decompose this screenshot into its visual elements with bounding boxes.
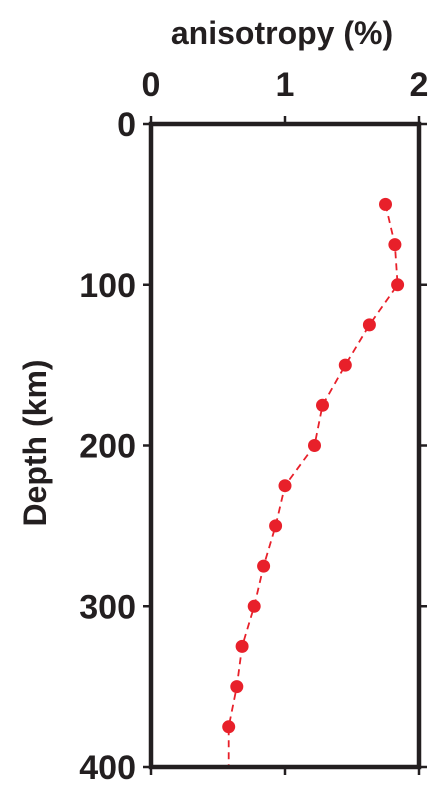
y-tick-label: 0 (117, 106, 136, 144)
y-tick-label: 300 (79, 588, 136, 626)
plot-area (222, 197, 405, 767)
x-tick-labels: 0 1 2 (142, 66, 429, 104)
data-markers (222, 197, 405, 734)
y-tick-labels: 0 100 200 300 400 (79, 106, 136, 787)
data-point (391, 278, 405, 292)
data-point (379, 197, 392, 211)
y-tick-label: 200 (79, 428, 136, 466)
data-point (235, 639, 249, 653)
data-point (269, 519, 283, 533)
data-point (316, 398, 329, 412)
data-point (247, 599, 261, 613)
data-point (257, 559, 271, 573)
axis-ticks (143, 116, 427, 775)
chart-title: anisotropy (%) (171, 15, 393, 51)
data-point (230, 680, 244, 694)
data-point (362, 318, 376, 332)
data-point (222, 720, 236, 734)
y-tick-label: 400 (79, 749, 136, 787)
anisotropy-profile-line (227, 204, 399, 767)
data-point (278, 479, 292, 493)
x-tick-label: 1 (276, 66, 295, 104)
plot-frame (148, 121, 422, 770)
data-point (308, 439, 321, 452)
y-axis-label: Depth (km) (17, 359, 53, 526)
y-tick-label: 100 (79, 267, 136, 305)
x-tick-label: 2 (410, 66, 429, 104)
data-point (388, 238, 402, 252)
data-point (338, 358, 352, 372)
x-tick-label: 0 (142, 66, 161, 104)
